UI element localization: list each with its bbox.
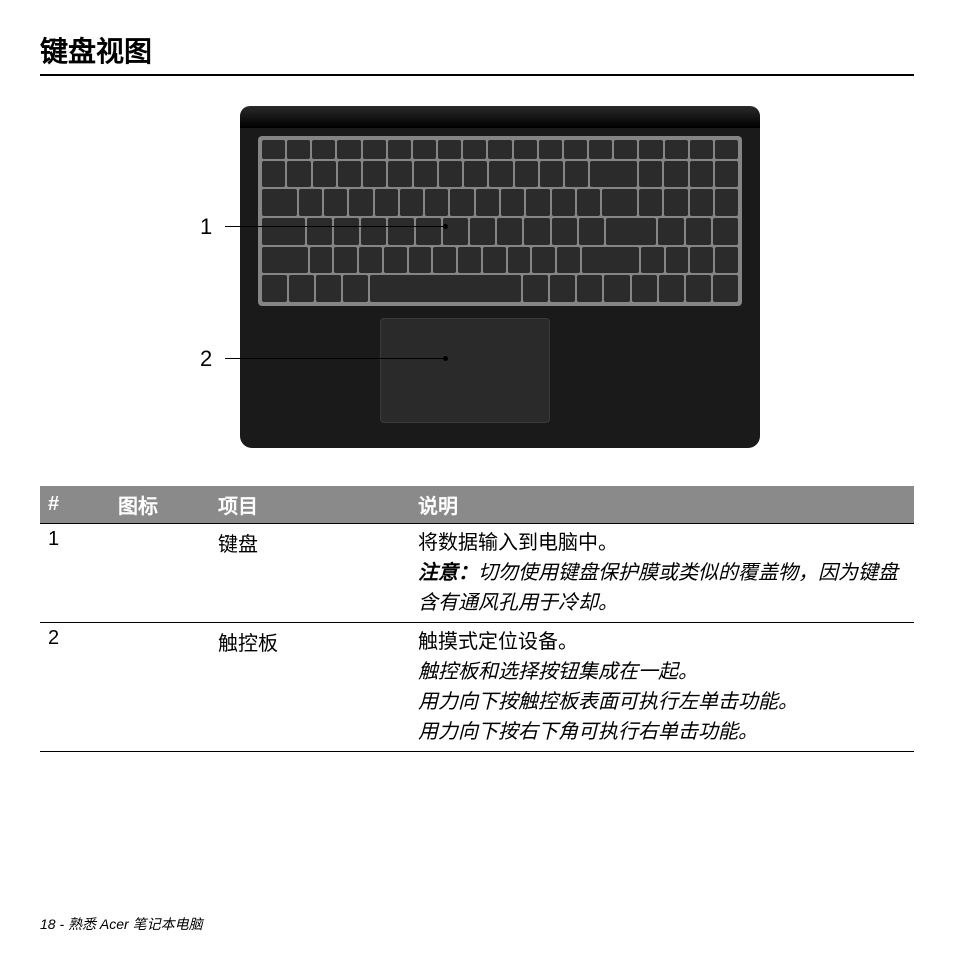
desc-italic-1: 触控板和选择按钮集成在一起。 xyxy=(418,657,906,687)
footer-page-number: 18 - xyxy=(40,916,64,932)
callout-number-2: 2 xyxy=(200,346,212,372)
th-number: # xyxy=(40,486,110,524)
footer-text: 熟悉 Acer 笔记本电脑 xyxy=(64,916,202,932)
cell-icon xyxy=(110,524,210,623)
th-item: 项目 xyxy=(210,486,410,524)
cell-number: 1 xyxy=(40,524,110,623)
desc-text: 触摸式定位设备。 xyxy=(418,627,906,657)
cell-icon xyxy=(110,623,210,752)
table-header-row: # 图标 项目 说明 xyxy=(40,486,914,524)
keyboard-area xyxy=(258,136,742,306)
cell-item: 触控板 xyxy=(210,623,410,752)
callout-line-1 xyxy=(225,226,445,227)
th-icon: 图标 xyxy=(110,486,210,524)
page-title: 键盘视图 xyxy=(40,30,914,76)
desc-italic-3: 用力向下按右下角可执行右单击功能。 xyxy=(418,717,906,747)
callout-dot-1 xyxy=(443,224,448,229)
desc-text: 将数据输入到电脑中。 xyxy=(418,528,906,558)
table-row: 2 触控板 触摸式定位设备。 触控板和选择按钮集成在一起。 用力向下按触控板表面… xyxy=(40,623,914,752)
cell-desc: 将数据输入到电脑中。 注意：切勿使用键盘保护膜或类似的覆盖物，因为键盘含有通风孔… xyxy=(410,524,914,623)
callout-dot-2 xyxy=(443,356,448,361)
th-desc: 说明 xyxy=(410,486,914,524)
laptop-diagram: 1 2 xyxy=(40,96,914,466)
note-label: 注意： xyxy=(418,562,478,584)
note-text: 切勿使用键盘保护膜或类似的覆盖物，因为键盘含有通风孔用于冷却。 xyxy=(418,562,898,614)
desc-note: 注意：切勿使用键盘保护膜或类似的覆盖物，因为键盘含有通风孔用于冷却。 xyxy=(418,558,906,618)
table-row: 1 键盘 将数据输入到电脑中。 注意：切勿使用键盘保护膜或类似的覆盖物，因为键盘… xyxy=(40,524,914,623)
cell-number: 2 xyxy=(40,623,110,752)
trackpad-area xyxy=(380,318,550,423)
desc-italic-2: 用力向下按触控板表面可执行左单击功能。 xyxy=(418,687,906,717)
spec-table: # 图标 项目 说明 1 键盘 将数据输入到电脑中。 注意：切勿使用键盘保护膜或… xyxy=(40,486,914,752)
callout-number-1: 1 xyxy=(200,214,212,240)
page-footer: 18 - 熟悉 Acer 笔记本电脑 xyxy=(40,914,203,934)
cell-item: 键盘 xyxy=(210,524,410,623)
cell-desc: 触摸式定位设备。 触控板和选择按钮集成在一起。 用力向下按触控板表面可执行左单击… xyxy=(410,623,914,752)
callout-line-2 xyxy=(225,358,445,359)
laptop-illustration xyxy=(240,106,760,456)
